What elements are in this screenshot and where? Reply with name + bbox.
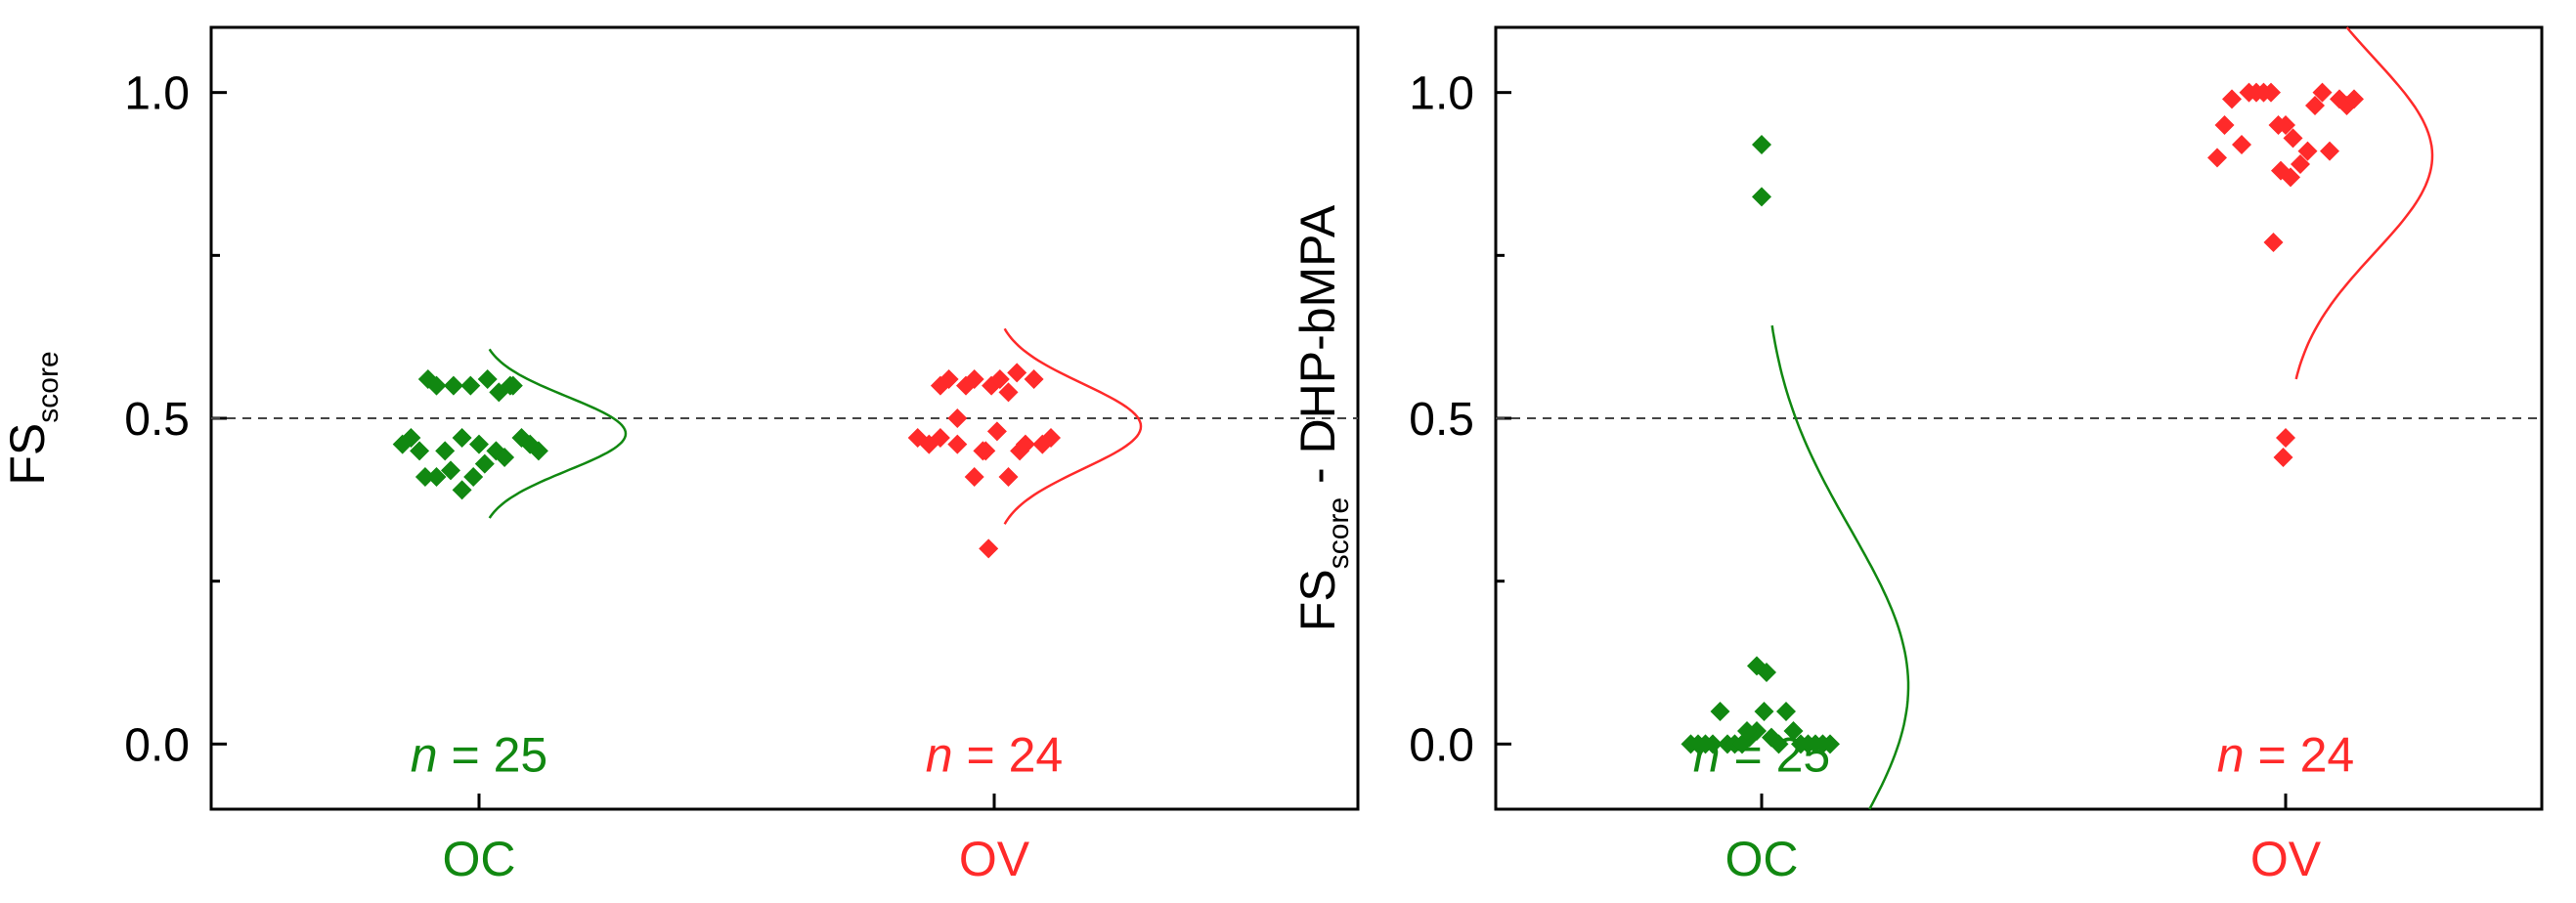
data-point xyxy=(460,375,481,396)
data-point xyxy=(2281,167,2300,188)
data-point xyxy=(1757,663,1776,682)
data-point xyxy=(2273,448,2293,467)
y-tick-label: 1.0 xyxy=(124,68,190,120)
data-point xyxy=(976,441,996,461)
data-point xyxy=(1024,369,1044,389)
y-tick-label: 0.0 xyxy=(124,719,190,771)
data-point xyxy=(2283,128,2303,149)
data-point xyxy=(415,467,435,487)
data-point xyxy=(2261,82,2281,103)
data-point xyxy=(426,375,447,396)
count-label-ov: n = 24 xyxy=(2217,727,2354,782)
data-point xyxy=(1041,428,1061,448)
distribution-curve-ov xyxy=(1003,327,1143,525)
y-tick-label: 0.0 xyxy=(1409,719,1474,771)
data-point xyxy=(441,460,460,481)
data-point xyxy=(947,434,968,454)
data-point xyxy=(486,441,506,461)
data-point xyxy=(2263,233,2284,252)
data-point xyxy=(2291,154,2310,174)
y-tick-label: 0.5 xyxy=(1409,394,1474,446)
data-point xyxy=(998,467,1019,487)
data-point xyxy=(2222,89,2242,109)
data-point xyxy=(998,382,1019,403)
x-category-label-oc: OC xyxy=(443,832,516,886)
data-point xyxy=(410,441,430,461)
data-point xyxy=(528,441,548,461)
distribution-curve-ov xyxy=(2294,26,2434,380)
data-point xyxy=(2297,141,2318,161)
x-category-label-oc: OC xyxy=(1725,832,1799,886)
data-point xyxy=(930,428,950,448)
data-point xyxy=(979,538,999,559)
data-point xyxy=(2305,96,2325,115)
data-point xyxy=(443,375,463,396)
x-category-label-ov: OV xyxy=(2250,832,2322,886)
data-point xyxy=(2312,82,2333,103)
data-point xyxy=(2207,148,2227,168)
data-point xyxy=(989,369,1010,389)
chart-panel-left: 0.0 0.5 1.0 FSscore OC n = 25 OV n = 24 xyxy=(0,25,1360,886)
data-point xyxy=(1768,734,1789,754)
data-point xyxy=(435,441,456,461)
data-point xyxy=(964,369,984,389)
data-point xyxy=(1754,702,1774,721)
data-point xyxy=(1752,135,1771,154)
data-point xyxy=(1820,734,1840,754)
data-point xyxy=(930,375,950,396)
x-category-label-ov: OV xyxy=(959,832,1030,886)
data-point xyxy=(964,467,984,487)
data-point xyxy=(1752,187,1771,207)
data-point xyxy=(2276,115,2295,135)
data-point xyxy=(426,467,447,487)
y-tick-label: 1.0 xyxy=(1409,68,1474,120)
data-point xyxy=(401,428,421,448)
data-point xyxy=(2276,428,2295,448)
data-point xyxy=(986,421,1007,442)
data-point xyxy=(1703,734,1723,754)
distribution-curve-oc xyxy=(1770,324,1910,810)
data-point xyxy=(2320,141,2339,161)
data-point xyxy=(452,428,472,448)
data-point xyxy=(495,448,515,467)
data-point xyxy=(1007,363,1027,383)
data-point xyxy=(452,480,472,500)
y-axis-label: FSscore xyxy=(0,351,65,485)
data-point xyxy=(2232,135,2251,154)
data-point xyxy=(477,369,498,389)
data-point xyxy=(463,467,484,487)
data-point xyxy=(1776,702,1796,721)
data-point xyxy=(2214,115,2235,135)
count-label-ov: n = 24 xyxy=(926,727,1063,782)
count-label-oc: n = 25 xyxy=(411,727,547,782)
data-point xyxy=(469,434,489,454)
data-point xyxy=(947,408,968,428)
data-point xyxy=(2344,89,2364,109)
data-point xyxy=(1710,702,1730,721)
data-point xyxy=(1737,721,1757,741)
y-axis-label: FSscore - DHP-bMPA xyxy=(1290,204,1355,631)
data-point xyxy=(1010,441,1030,461)
data-point xyxy=(1783,721,1804,741)
data-point xyxy=(500,375,520,396)
data-point xyxy=(474,453,495,474)
distribution-curve-oc xyxy=(488,348,628,519)
y-tick-label: 0.5 xyxy=(124,394,190,446)
